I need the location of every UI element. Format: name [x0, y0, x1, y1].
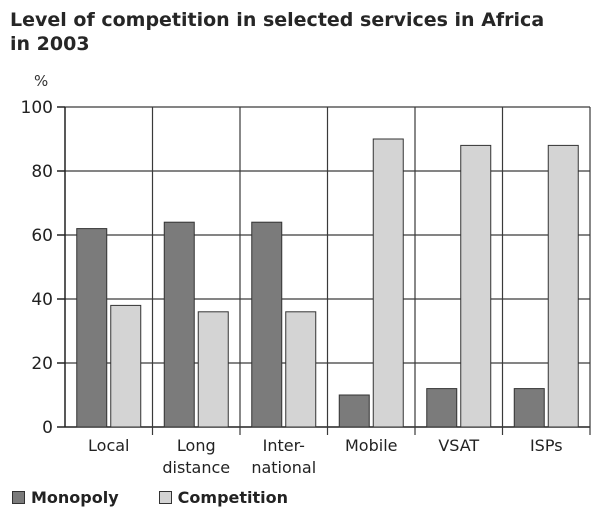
legend-item-monopoly: Monopoly	[12, 488, 119, 507]
x-tick-label-1-line-2: distance	[162, 458, 230, 477]
bar-competition-isps	[547, 144, 579, 428]
bar-monopoly-mobile	[338, 394, 370, 428]
y-tick-label-20: 20	[31, 354, 53, 374]
x-tick-label-1-line-1: Long	[177, 436, 216, 455]
bar-competition-vsat	[460, 144, 492, 428]
bar-monopoly-local	[76, 228, 108, 428]
chart-title-line-2: in 2003	[10, 33, 90, 55]
x-tick-label-2-line-1: Inter-	[263, 436, 305, 455]
y-tick-label-40: 40	[31, 290, 53, 310]
bar-competition-mobile	[372, 138, 404, 428]
bar-monopoly-long	[163, 221, 195, 428]
x-tick-label-5-line-1: ISPs	[530, 436, 563, 455]
legend-item-competition: Competition	[158, 488, 289, 507]
bar-monopoly-inter-	[251, 221, 283, 428]
legend-swatch-monopoly	[12, 491, 25, 504]
x-tick-label-0-line-1: Local	[88, 436, 129, 455]
bar-competition-local	[110, 304, 142, 428]
x-tick-label-4-line-1: VSAT	[438, 436, 479, 455]
chart-title: Level of competition in selected service…	[10, 8, 570, 56]
y-tick-label-0: 0	[42, 418, 53, 438]
legend-swatch-competition	[158, 491, 172, 504]
bar-competition-long	[197, 311, 229, 428]
bar-monopoly-vsat	[426, 388, 458, 428]
bar-competition-inter-	[285, 311, 317, 428]
chart-title-line-1: Level of competition in selected service…	[10, 9, 545, 31]
legend: Monopoly Competition	[12, 488, 288, 507]
legend-label-competition: Competition	[177, 488, 289, 507]
y-tick-label-80: 80	[31, 162, 53, 182]
y-axis-unit-label: %	[34, 72, 49, 90]
bar-monopoly-isps	[513, 388, 545, 428]
legend-label-monopoly: Monopoly	[31, 488, 119, 507]
x-tick-label-3-line-1: Mobile	[345, 436, 397, 455]
x-tick-label-2-line-2: national	[251, 458, 316, 477]
y-tick-label-100: 100	[21, 98, 53, 118]
y-tick-label-60: 60	[31, 226, 53, 246]
